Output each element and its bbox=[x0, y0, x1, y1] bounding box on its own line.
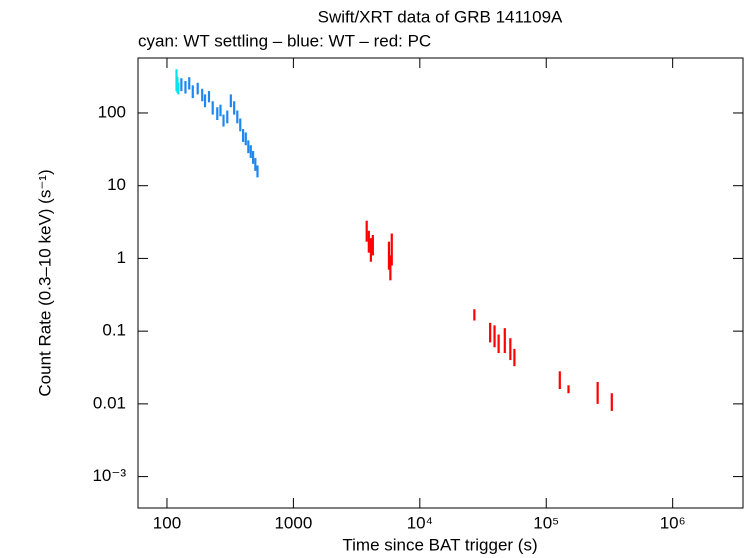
y-tick-label: 0.1 bbox=[102, 321, 126, 340]
y-tick-label: 10⁻³ bbox=[92, 466, 126, 485]
chart-title: Swift/XRT data of GRB 141109A bbox=[318, 7, 563, 26]
x-tick-label: 100 bbox=[153, 513, 181, 532]
y-axis-label: Count Rate (0.3–10 keV) (s⁻¹) bbox=[35, 169, 54, 396]
plot-frame bbox=[137, 57, 744, 509]
x-tick-label: 10⁴ bbox=[407, 513, 433, 532]
y-tick-label: 1 bbox=[117, 248, 126, 267]
y-tick-label: 10 bbox=[107, 175, 126, 194]
x-axis-label: Time since BAT trigger (s) bbox=[342, 535, 537, 554]
x-tick-label: 1000 bbox=[274, 513, 312, 532]
chart-subtitle: cyan: WT settling – blue: WT – red: PC bbox=[138, 31, 431, 50]
y-tick-label: 100 bbox=[98, 102, 126, 121]
x-tick-label: 10⁵ bbox=[533, 513, 559, 532]
y-tick-label: 0.01 bbox=[93, 393, 126, 412]
x-tick-label: 10⁶ bbox=[660, 513, 686, 532]
